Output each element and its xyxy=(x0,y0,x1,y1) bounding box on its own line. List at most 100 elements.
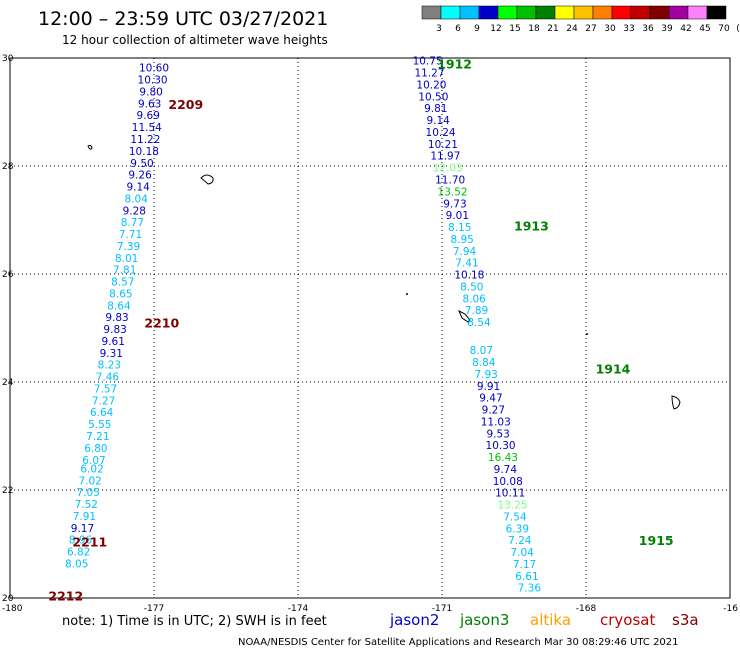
time-label: 2211 xyxy=(72,534,107,549)
satellite-name: s3a xyxy=(672,611,699,629)
wave-height-label: 9.26 xyxy=(128,170,152,182)
wave-height-label: 7.71 xyxy=(119,229,142,241)
wave-height-label: 7.54 xyxy=(503,511,527,523)
legend-swatch xyxy=(706,5,727,20)
wave-height-label: 5.55 xyxy=(88,419,111,431)
legend-swatch xyxy=(516,5,537,20)
legend-tick-label: 30 xyxy=(604,24,616,34)
wave-height-label: 8.15 xyxy=(448,222,471,234)
wave-height-label: 7.05 xyxy=(77,487,100,499)
legend-swatch xyxy=(440,5,461,20)
x-tick-label: -177 xyxy=(144,604,164,614)
legend-swatch xyxy=(535,5,556,20)
wave-height-label: 11.27 xyxy=(414,68,444,80)
legend-swatch xyxy=(478,5,499,20)
legend-swatch xyxy=(649,5,670,20)
wave-height-label: 8.65 xyxy=(109,288,132,300)
satellite-legend: jason2 jason3 altika cryosat s3a xyxy=(389,611,699,629)
wave-height-label: 10.20 xyxy=(416,79,446,91)
y-tick-label: 28 xyxy=(2,162,14,172)
wave-height-label: 7.27 xyxy=(92,395,115,407)
wave-height-label: 6.80 xyxy=(84,443,107,455)
wave-height-label: 7.41 xyxy=(455,258,478,270)
wave-height-label: 9.28 xyxy=(123,205,146,217)
island-shape xyxy=(200,174,214,185)
time-label: 1913 xyxy=(514,218,549,233)
wave-height-label: 7.57 xyxy=(94,383,117,395)
legend-tick-label: 45 xyxy=(699,24,710,34)
plot-frame xyxy=(9,57,731,599)
wave-height-label: 10.75 xyxy=(413,56,443,68)
wave-height-label: 8.64 xyxy=(107,300,131,312)
legend-swatch xyxy=(611,5,632,20)
wave-height-label: 13.52 xyxy=(438,186,468,198)
satellite-name: jason3 xyxy=(459,611,509,629)
wave-height-label: 9.63 xyxy=(138,98,161,110)
wave-height-label: 8.05 xyxy=(65,558,88,570)
wave-height-label: 6.02 xyxy=(80,463,103,475)
wave-height-label: 9.73 xyxy=(443,198,466,210)
y-tick-label: 30 xyxy=(2,54,14,64)
legend-tick-label: 9 xyxy=(474,24,480,34)
wave-height-label: 9.61 xyxy=(102,336,125,348)
x-tick-label: -168 xyxy=(576,604,597,614)
wave-height-label: 11.22 xyxy=(130,134,160,146)
wave-height-label: 10.24 xyxy=(426,127,456,139)
wave-height-label: 7.02 xyxy=(78,475,101,487)
satellite-name: cryosat xyxy=(600,611,655,629)
wave-height-label: 10.11 xyxy=(495,488,525,500)
y-tick-label: 24 xyxy=(2,378,14,388)
legend-tick-label: 39 xyxy=(661,24,673,34)
time-label: 1914 xyxy=(596,362,631,377)
wave-height-label: 7.52 xyxy=(75,499,98,511)
legend-tick-label: 33 xyxy=(623,24,634,34)
wave-height-label: 7.93 xyxy=(474,369,497,381)
legend-swatch xyxy=(554,5,575,20)
wave-height-label: 8.57 xyxy=(111,277,134,289)
legend-tick-label: (ft) xyxy=(736,24,740,34)
wave-height-label: 10.18 xyxy=(454,270,484,282)
island-shape xyxy=(458,309,471,323)
wave-height-label: 10.18 xyxy=(129,146,159,158)
chart-subtitle: 12 hour collection of altimeter wave hei… xyxy=(62,33,328,47)
legend-swatch xyxy=(573,5,594,20)
time-label: 2210 xyxy=(144,316,179,331)
grid-lines xyxy=(10,58,730,598)
footnote: note: 1) Time is in UTC; 2) SWH is in fe… xyxy=(62,614,327,629)
wave-height-label: 9.81 xyxy=(424,103,447,115)
island-dot xyxy=(406,293,408,295)
legend-swatch xyxy=(687,5,708,20)
legend-tick-label: 6 xyxy=(455,24,461,34)
wave-height-label: 10.30 xyxy=(138,75,168,87)
time-label: 1915 xyxy=(639,533,674,548)
wave-height-label: 7.24 xyxy=(508,535,532,547)
legend-swatch xyxy=(497,5,518,20)
legend-tick-label: 15 xyxy=(509,24,520,34)
x-tick-label: -171 xyxy=(432,604,452,614)
legend-swatch xyxy=(459,5,480,20)
wave-height-label: 9.53 xyxy=(486,428,509,440)
wave-height-label: 8.96 xyxy=(69,535,93,547)
y-tick-label: 26 xyxy=(2,270,14,280)
plot-area: 10.6010.309.809.639.6911.5411.2210.189.5… xyxy=(9,56,731,603)
legend-tick-label: 70 xyxy=(718,24,730,34)
x-tick-label: -174 xyxy=(288,604,309,614)
wave-height-label: 11.54 xyxy=(132,122,162,134)
satellite-name: altika xyxy=(530,611,571,629)
wave-height-label: 8.95 xyxy=(450,234,473,246)
wave-height-label: 9.83 xyxy=(103,324,126,336)
x-tick-label: -16 xyxy=(723,604,738,614)
wave-height-label: 9.47 xyxy=(479,393,502,405)
island-dot xyxy=(586,333,588,335)
wave-height-label: 9.17 xyxy=(71,523,94,535)
wave-height-label: 8.23 xyxy=(98,360,121,372)
wave-height-label: 7.89 xyxy=(465,305,488,317)
legend-tick-label: 36 xyxy=(642,24,654,34)
wave-height-label: 8.01 xyxy=(115,253,138,265)
legend-tick-label: 24 xyxy=(566,24,578,34)
wave-height-label: 7.46 xyxy=(96,372,120,384)
wave-height-label: 10.08 xyxy=(493,476,523,488)
wave-height-label: 9.50 xyxy=(130,158,153,170)
wave-height-label: 9.80 xyxy=(139,86,162,98)
